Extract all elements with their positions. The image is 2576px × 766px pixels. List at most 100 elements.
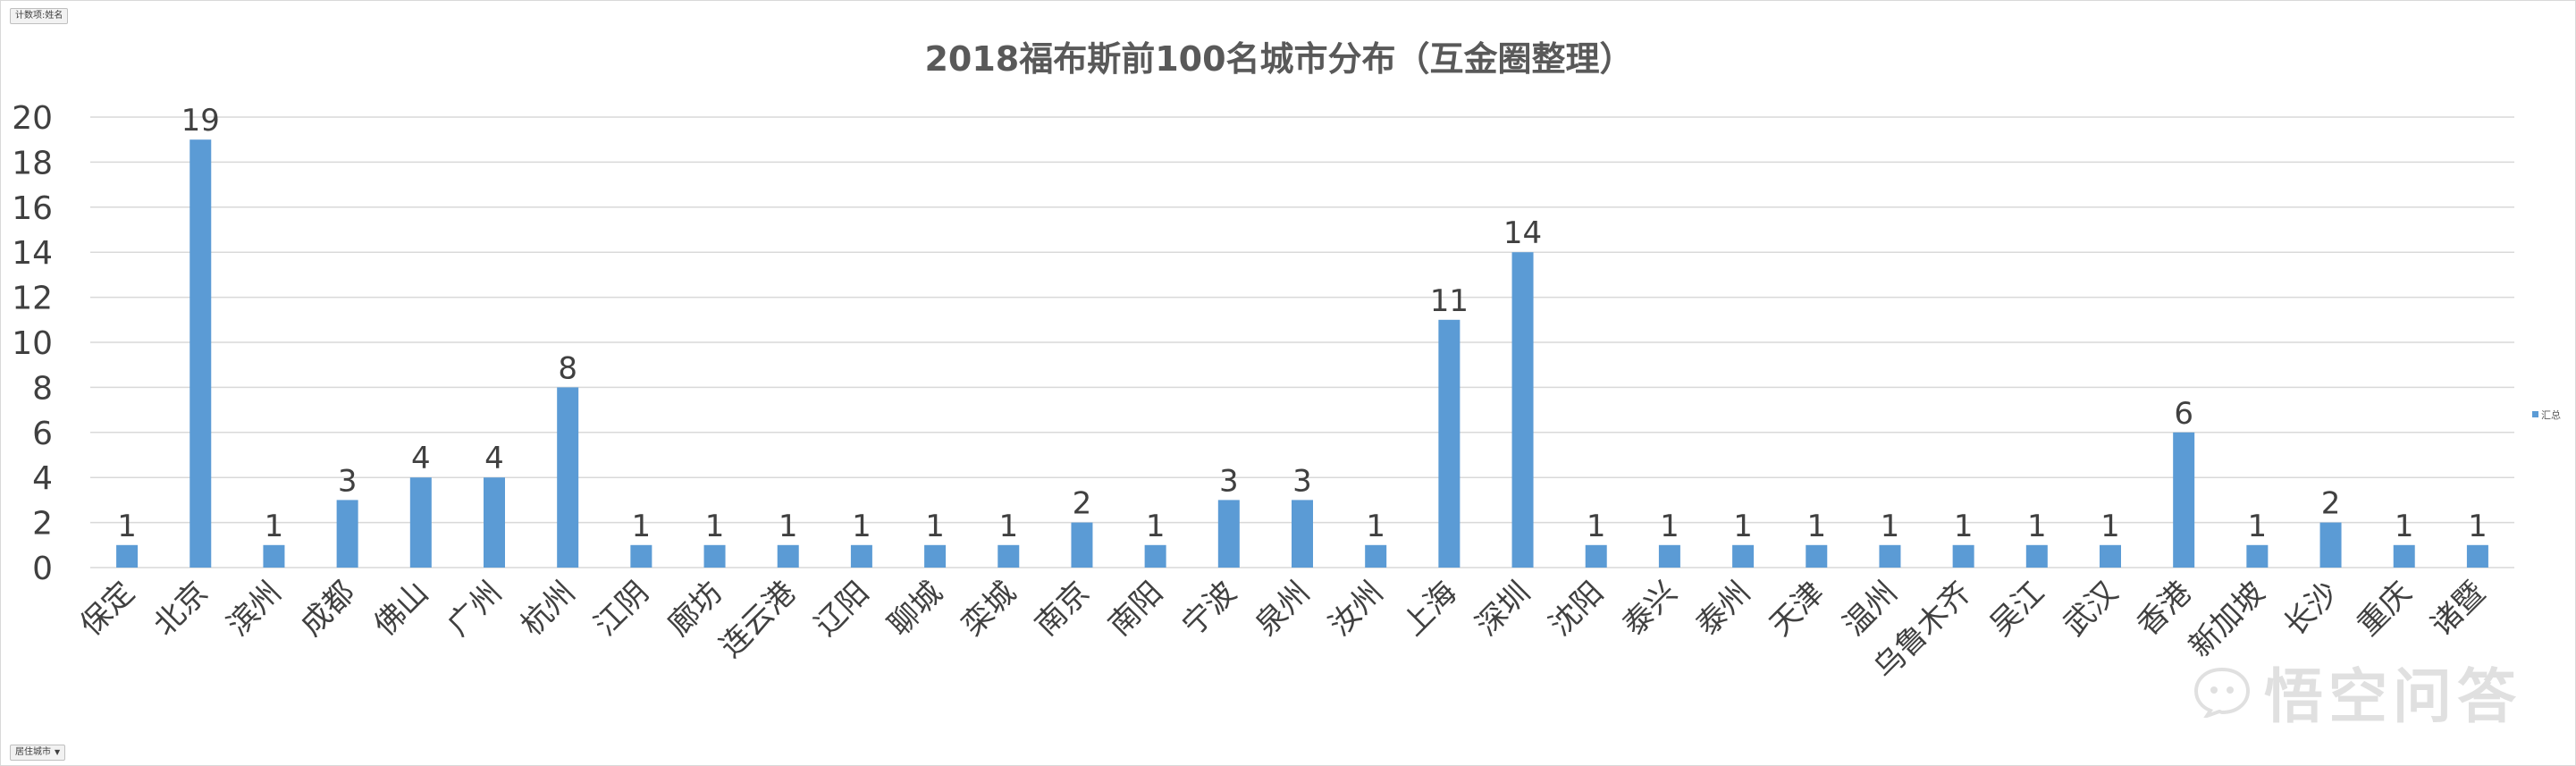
data-label: 6: [2174, 396, 2193, 432]
x-tick-label: 诸暨: [2424, 575, 2492, 643]
data-label: 1: [1881, 509, 1900, 544]
data-label: 1: [852, 509, 871, 544]
data-label: 1: [705, 509, 725, 544]
bar: [998, 544, 1020, 568]
bar: [924, 544, 947, 568]
bar: [263, 544, 285, 568]
x-tick-label: 栾城: [955, 575, 1023, 643]
legend-swatch: [2532, 411, 2538, 417]
data-label: 1: [117, 509, 137, 544]
data-label: 1: [1733, 509, 1753, 544]
x-tick-label: 长沙: [2277, 575, 2345, 643]
x-tick-label: 泰州: [1689, 575, 1757, 643]
row-field-label: 居住城市: [15, 747, 51, 757]
bar: [1217, 500, 1240, 568]
x-tick-label: 武汉: [2057, 575, 2125, 643]
data-label: 11: [1430, 283, 1469, 319]
data-label: 3: [1219, 463, 1239, 499]
x-tick-label: 辽阳: [808, 575, 876, 643]
bar: [1144, 544, 1166, 568]
watermark: 悟空问答: [2193, 649, 2521, 735]
value-field-button[interactable]: 计数项:姓名: [10, 8, 69, 24]
data-label: 1: [998, 509, 1018, 544]
data-label: 1: [1954, 509, 1974, 544]
x-tick-label: 连云港: [713, 575, 803, 664]
legend-label: 汇总: [2541, 408, 2561, 421]
x-tick-label: 杭州: [514, 575, 582, 643]
bar: [2466, 544, 2488, 568]
data-label: 1: [779, 509, 798, 544]
x-tick-label: 广州: [441, 575, 509, 643]
dropdown-arrow-icon[interactable]: ▼: [55, 748, 61, 756]
bar: [484, 477, 505, 568]
data-label: 1: [632, 509, 652, 544]
data-label: 4: [484, 441, 504, 476]
bar: [1292, 500, 1313, 568]
data-label: 1: [1806, 509, 1826, 544]
x-tick-label: 聊城: [881, 575, 949, 643]
data-label: 1: [265, 509, 284, 544]
y-tick-label: 18: [12, 145, 53, 181]
data-label: 1: [2248, 509, 2268, 544]
data-label: 3: [1292, 463, 1312, 499]
x-tick-label: 滨州: [220, 575, 288, 643]
data-label: 1: [925, 509, 945, 544]
bar: [1732, 544, 1755, 568]
y-tick-label: 0: [32, 551, 53, 587]
x-tick-label: 深圳: [1469, 575, 1537, 643]
bar: [1952, 544, 1974, 568]
data-label: 2: [1073, 486, 1092, 522]
x-tick-label: 南阳: [1102, 575, 1170, 643]
bar: [116, 544, 139, 568]
bar: [189, 139, 212, 568]
y-tick-label: 4: [32, 460, 53, 497]
bar: [409, 477, 432, 568]
x-tick-label: 泰兴: [1616, 575, 1684, 643]
value-field-label: 计数项:姓名: [15, 11, 63, 21]
bar: [1511, 252, 1534, 568]
data-label: 8: [558, 350, 577, 386]
data-label: 1: [1146, 509, 1166, 544]
x-tick-label: 上海: [1395, 575, 1463, 643]
y-tick-label: 10: [12, 325, 53, 362]
bar: [2025, 544, 2048, 568]
bar: [850, 544, 872, 568]
bar: [1365, 544, 1387, 568]
y-tick-label: 12: [12, 281, 53, 317]
data-label: 3: [338, 463, 358, 499]
x-tick-label: 江阴: [587, 575, 655, 643]
y-tick-label: 14: [12, 235, 53, 272]
bar: [777, 544, 799, 568]
data-label: 1: [2395, 509, 2414, 544]
x-tick-label: 沈阳: [1543, 575, 1611, 643]
bar: [1585, 544, 1607, 568]
bar: [1071, 522, 1093, 568]
x-tick-label: 保定: [73, 575, 141, 643]
data-label: 4: [411, 441, 431, 476]
bar: [2246, 544, 2269, 568]
bar: [1806, 544, 1828, 568]
x-tick-label: 宁波: [1175, 575, 1243, 643]
bar: [1879, 544, 1901, 568]
bar: [336, 500, 358, 568]
bar: [2100, 544, 2121, 568]
x-tick-label: 北京: [147, 575, 215, 643]
bar: [1438, 319, 1461, 568]
data-label: 1: [1587, 509, 1606, 544]
y-tick-label: 8: [32, 370, 53, 407]
y-tick-label: 20: [12, 100, 53, 137]
bar: [2393, 544, 2415, 568]
data-label: 1: [1366, 509, 1385, 544]
y-tick-label: 2: [32, 506, 53, 543]
row-field-button[interactable]: 居住城市 ▼: [10, 745, 66, 761]
bar: [2173, 432, 2195, 568]
x-tick-label: 吴江: [1983, 575, 2051, 643]
watermark-text: 悟空问答: [2264, 662, 2521, 731]
x-tick-label: 汝州: [1322, 575, 1390, 643]
data-label: 14: [1503, 215, 1542, 251]
x-tick-label: 泉州: [1249, 575, 1317, 643]
y-tick-label: 16: [12, 190, 53, 227]
x-tick-label: 南京: [1028, 575, 1096, 643]
